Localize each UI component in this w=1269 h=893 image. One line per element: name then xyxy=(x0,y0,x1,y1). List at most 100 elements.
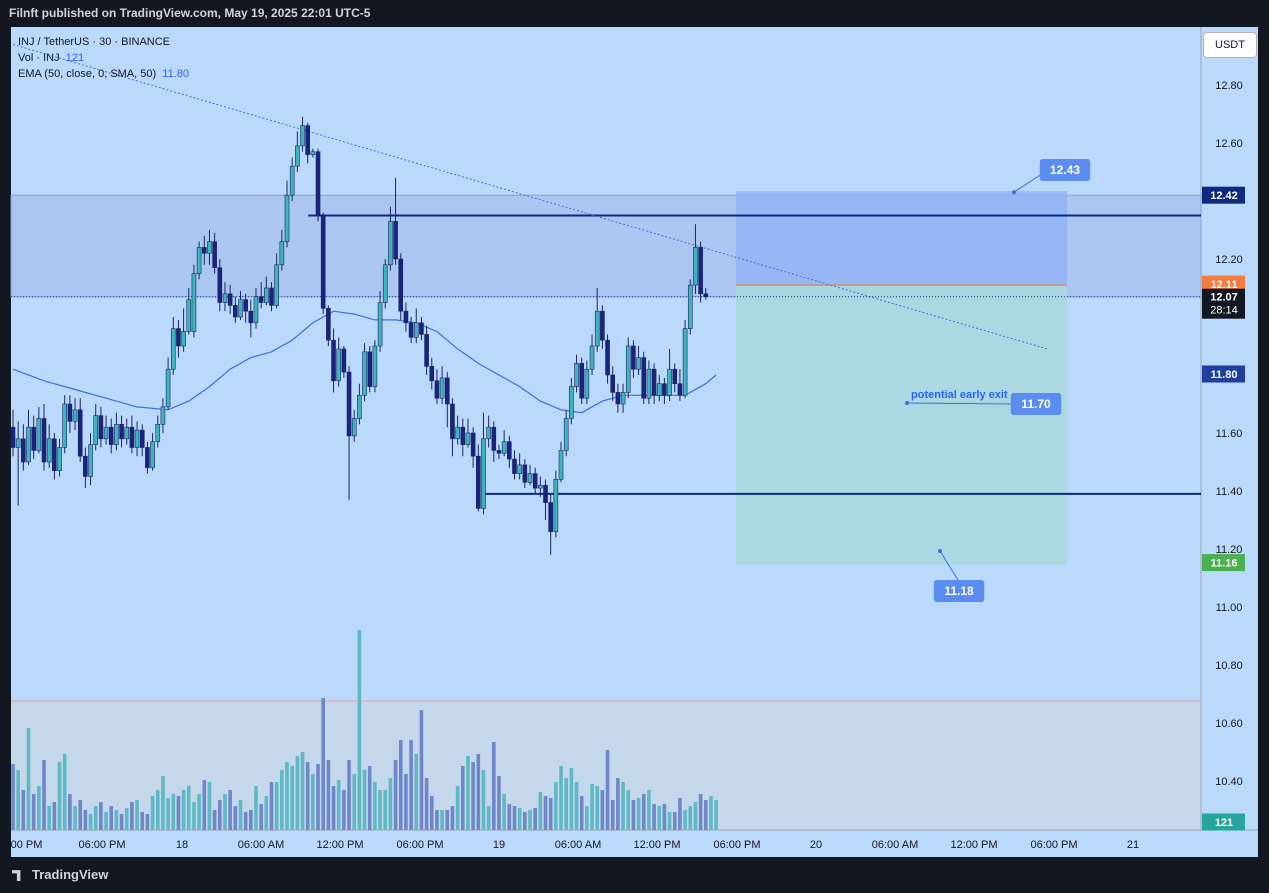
candle[interactable] xyxy=(134,421,140,457)
candle[interactable] xyxy=(517,453,522,480)
candle[interactable] xyxy=(682,319,688,399)
candle[interactable] xyxy=(15,421,21,506)
candle[interactable] xyxy=(88,433,93,486)
candle[interactable] xyxy=(393,177,398,265)
candle[interactable] xyxy=(52,433,57,480)
candle[interactable] xyxy=(656,375,662,402)
candle[interactable] xyxy=(610,366,616,402)
candle[interactable] xyxy=(584,360,590,405)
candle[interactable] xyxy=(217,259,223,312)
candle[interactable] xyxy=(103,415,109,445)
candle[interactable] xyxy=(589,334,595,375)
candle[interactable] xyxy=(77,398,83,462)
candle[interactable] xyxy=(108,418,114,454)
candle[interactable] xyxy=(543,479,548,520)
candle[interactable] xyxy=(279,230,285,271)
candle[interactable] xyxy=(10,409,16,457)
candle[interactable] xyxy=(269,282,274,312)
candle[interactable] xyxy=(129,415,135,454)
candle[interactable] xyxy=(248,299,254,338)
candle[interactable] xyxy=(667,348,672,402)
currency-button[interactable]: USDT xyxy=(1203,32,1257,58)
candle[interactable] xyxy=(631,340,636,378)
candle[interactable] xyxy=(460,418,466,457)
candle[interactable] xyxy=(424,325,429,375)
legend-symbol[interactable]: INJ / TetherUS · 30 · BINANCE xyxy=(18,36,171,48)
candle[interactable] xyxy=(662,377,667,404)
candle[interactable] xyxy=(295,131,300,172)
candle[interactable] xyxy=(507,435,512,468)
target-label-box[interactable] xyxy=(1039,159,1091,181)
candle[interactable] xyxy=(41,404,47,471)
candle[interactable] xyxy=(186,288,192,335)
legend-ema[interactable]: EMA (50, close, 0, SMA, 50) 11.80 xyxy=(18,66,189,82)
legend-volume[interactable]: Vol · INJ 121 xyxy=(18,50,189,66)
candle[interactable] xyxy=(615,383,621,413)
candle[interactable] xyxy=(67,395,73,433)
candle[interactable] xyxy=(548,493,553,555)
candle[interactable] xyxy=(191,264,197,338)
candle[interactable] xyxy=(553,470,559,538)
candle[interactable] xyxy=(367,346,373,393)
candle[interactable] xyxy=(470,427,476,468)
candle[interactable] xyxy=(310,148,316,158)
stop-label-box[interactable] xyxy=(933,580,985,602)
candle[interactable] xyxy=(636,346,641,375)
candle[interactable] xyxy=(212,232,217,274)
candle[interactable] xyxy=(124,418,130,445)
candle[interactable] xyxy=(341,346,347,378)
candle[interactable] xyxy=(486,415,491,448)
candle[interactable] xyxy=(326,305,331,346)
candle[interactable] xyxy=(243,293,248,323)
candle[interactable] xyxy=(362,343,367,402)
candle[interactable] xyxy=(93,404,99,451)
candle[interactable] xyxy=(600,305,605,349)
position-stop-area[interactable] xyxy=(736,285,1067,565)
candle[interactable] xyxy=(429,357,435,390)
candle[interactable] xyxy=(83,447,88,489)
candle[interactable] xyxy=(574,354,579,393)
candle[interactable] xyxy=(253,288,259,329)
candle[interactable] xyxy=(413,308,419,344)
candle[interactable] xyxy=(176,319,181,358)
candle[interactable] xyxy=(558,441,564,483)
candle[interactable] xyxy=(57,438,62,477)
candle[interactable] xyxy=(672,363,678,393)
position-target-area[interactable] xyxy=(736,191,1067,286)
candle[interactable] xyxy=(21,424,26,471)
candle[interactable] xyxy=(98,406,104,448)
candle[interactable] xyxy=(222,282,228,312)
candle[interactable] xyxy=(165,357,171,410)
candle[interactable] xyxy=(408,317,414,344)
candle[interactable] xyxy=(444,372,450,428)
early-exit-price-label-box[interactable] xyxy=(1010,393,1062,415)
candle[interactable] xyxy=(625,337,631,399)
candle[interactable] xyxy=(26,409,31,465)
candle[interactable] xyxy=(563,409,569,457)
candle[interactable] xyxy=(258,282,264,309)
candle[interactable] xyxy=(403,302,409,332)
candle[interactable] xyxy=(145,441,150,474)
candle[interactable] xyxy=(594,288,600,352)
candle[interactable] xyxy=(605,334,610,384)
candle[interactable] xyxy=(372,340,378,393)
candle[interactable] xyxy=(388,206,393,271)
candle[interactable] xyxy=(641,351,647,404)
candle[interactable] xyxy=(160,398,166,433)
candle[interactable] xyxy=(320,212,326,315)
candle[interactable] xyxy=(181,308,186,352)
candle[interactable] xyxy=(491,421,497,462)
candle[interactable] xyxy=(170,317,176,375)
candle[interactable] xyxy=(357,383,362,425)
candle[interactable] xyxy=(315,148,321,222)
candle[interactable] xyxy=(439,366,445,404)
candle[interactable] xyxy=(114,412,119,451)
candle[interactable] xyxy=(346,366,352,500)
candle[interactable] xyxy=(496,444,502,460)
candle[interactable] xyxy=(207,230,212,265)
candle[interactable] xyxy=(119,415,124,448)
candle[interactable] xyxy=(419,317,424,341)
candle[interactable] xyxy=(450,398,455,457)
candle[interactable] xyxy=(36,406,42,454)
